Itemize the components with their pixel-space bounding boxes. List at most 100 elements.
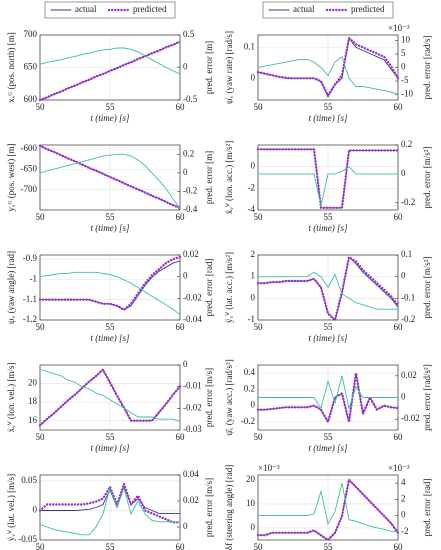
y-tick-label: 2 [251, 249, 256, 259]
x-tick-label: 60 [394, 432, 404, 442]
y-axis-label: yᵥᴳ (pos. west) [m] [6, 143, 16, 211]
x-tick-label: 60 [176, 542, 186, 550]
x-tick-label: 50 [36, 102, 46, 112]
x-axis-label: t (time) [s] [91, 443, 130, 453]
x-tick-label: 50 [36, 542, 46, 550]
y-tick-label: -1 [30, 273, 38, 283]
x-axis-label: t (time) [s] [91, 333, 130, 343]
y2-tick-label: -0.1 [401, 292, 415, 302]
y2-tick-label: 0.02 [183, 495, 199, 505]
y2-tick-label: 0.1 [401, 249, 412, 259]
y2-axis-label: pred. error [m/s²] [422, 257, 432, 319]
y-tick-label: -1.1 [23, 294, 37, 304]
y-axis-label: ẋᵥⱽ (lon. vel.) [m/s] [6, 363, 16, 433]
plot-frame [39, 34, 181, 101]
y2-tick-label: 2 [401, 493, 406, 503]
y2-tick-label: 0 [183, 271, 188, 281]
series-line [257, 482, 399, 533]
plot-frame [257, 254, 399, 321]
y2-axis-label: pred. error [rad/s²] [422, 364, 432, 430]
x-tick-label: 55 [324, 542, 334, 550]
y-tick-label: 1 [251, 271, 256, 281]
y-tick-label: -2 [248, 182, 256, 192]
y2-tick-label: 10 [401, 34, 411, 44]
series-line [38, 255, 182, 312]
y2-tick-label: -0.2 [401, 314, 415, 324]
y2-tick-label: -0.02 [183, 402, 202, 412]
x-tick-label: 50 [254, 542, 264, 550]
y2-tick-label: -0.2 [183, 185, 197, 195]
y-tick-label: 18 [28, 396, 38, 406]
y-tick-label: -600 [21, 143, 38, 153]
y2-tick-label: 0.02 [401, 370, 417, 380]
series-line [39, 271, 181, 316]
y2-tick-label: -5 [401, 75, 409, 85]
y-tick-label: -1.2 [23, 314, 37, 324]
y-tick-label: 0 [251, 72, 256, 82]
legend-label: actual [293, 4, 315, 14]
y2-axis-label: pred. error [rad/s] [422, 36, 432, 100]
x-axis-label: t (time) [s] [309, 443, 348, 453]
x-tick-label: 60 [176, 322, 186, 332]
series-line [257, 375, 399, 411]
y2-tick-label: 0 [401, 510, 406, 520]
x-tick-label: 55 [106, 542, 116, 550]
y-tick-label: -1 [248, 314, 256, 324]
legend-label: predicted [133, 4, 167, 14]
y-tick-label: 0 [251, 400, 256, 410]
series-line [256, 255, 400, 323]
y2-tick-label: -10 [401, 89, 413, 99]
y-tick-label: -650 [21, 163, 38, 173]
y-tick-label: 0.1 [244, 41, 255, 51]
y2-tick-label: 0 [401, 271, 406, 281]
x-axis-label: t (time) [s] [309, 113, 348, 123]
series-line [256, 35, 400, 98]
series-line [38, 367, 182, 427]
series-line [257, 256, 399, 321]
y-tick-label: 0.2 [244, 383, 255, 393]
y-axis-label: δf (steering angle) [rad] [224, 465, 234, 550]
y-tick-label: 650 [24, 62, 38, 72]
y-tick-label: 0.05 [21, 475, 37, 485]
x-axis-label: t (time) [s] [309, 223, 348, 233]
x-tick-label: 55 [106, 322, 116, 332]
x-axis-label: t (time) [s] [91, 113, 130, 123]
x-tick-label: 60 [176, 212, 186, 222]
y2-tick-label: 0 [401, 392, 406, 402]
x-tick-label: 55 [324, 212, 334, 222]
y-axis-label: ẍᵥⱽ (lon. acc.) [m/s²] [224, 141, 234, 214]
y2-tick-label: 4 [401, 477, 406, 487]
y2-tick-label: 0.2 [401, 139, 412, 149]
y-axis-label: ψ̈ᵥ (yaw acc.) [rad/s²] [224, 359, 234, 435]
y2-axis-label: pred. error [m] [204, 151, 214, 204]
series-line [39, 485, 181, 514]
y2-tick-label: 0 [401, 168, 406, 178]
y-tick-label: 0 [33, 505, 38, 515]
series-line [257, 271, 399, 310]
y2-tick-label: -0.4 [183, 204, 198, 214]
y-tick-label: 20 [28, 378, 38, 388]
plot-frame [39, 364, 181, 431]
series-line [256, 372, 400, 425]
x-tick-label: 50 [36, 212, 46, 222]
x-tick-label: 50 [254, 212, 264, 222]
y2-tick-label: 5 [401, 48, 406, 58]
series-line [257, 166, 399, 206]
y2-tick-label: 0 [401, 62, 406, 72]
y2-axis-label: pred. error [m/s] [204, 478, 214, 537]
y2-tick-label: 0.2 [183, 148, 194, 158]
plot-frame [39, 474, 181, 541]
series-line [38, 144, 182, 210]
x-tick-label: 50 [36, 432, 46, 442]
y-tick-label: -4 [248, 204, 256, 214]
x-tick-label: 50 [254, 432, 264, 442]
y2-tick-label: -0.02 [183, 292, 202, 302]
y2-tick-label: 0.02 [183, 249, 199, 259]
y-axis-label: ψ̇ᵥ (yaw rate) [rad/s] [224, 31, 234, 104]
series-line [39, 47, 181, 75]
y2-tick-label: 0 [183, 167, 188, 177]
y2-tick-label: -0.2 [401, 197, 415, 207]
y2-multiplier: ×10⁻³ [388, 23, 410, 33]
y2-tick-label: 0 [183, 359, 188, 369]
y2-axis-label: pred. error [rad] [422, 479, 432, 537]
